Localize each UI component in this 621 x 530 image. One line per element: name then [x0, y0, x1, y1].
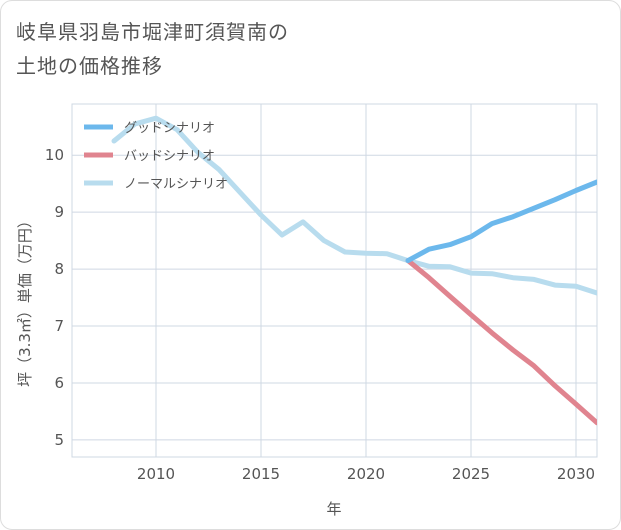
y-tick-labels: 5 6 7 8 9 10	[45, 146, 64, 449]
legend-label-3: ノーマルシナリオ	[124, 177, 228, 192]
chart-title-line1: 岐阜県羽島市堀津町須賀南の	[16, 20, 289, 44]
x-tick-label: 2030	[557, 465, 595, 483]
chart-title-line2: 土地の価格推移	[16, 54, 163, 78]
x-tick-label: 2015	[242, 465, 280, 483]
x-tick-label: 2020	[347, 465, 385, 483]
chart-title: 岐阜県羽島市堀津町須賀南の 土地の価格推移	[16, 15, 416, 83]
x-tick-label: 2010	[137, 465, 175, 483]
x-axis-label: 年	[326, 500, 341, 518]
series-line-2	[405, 258, 597, 426]
series-line-1	[405, 179, 597, 264]
x-tick-label: 2025	[452, 465, 490, 483]
x-tick-labels: 2010 2015 2020 2025 2030	[137, 465, 595, 483]
y-axis-label: 坪（3.3㎡）単価（万円）	[16, 213, 34, 387]
series-lines	[111, 115, 597, 426]
legend-label-1: グッドシナリオ	[124, 121, 215, 136]
legend-label-2: バッドシナリオ	[124, 149, 215, 164]
grid-lines	[71, 103, 598, 458]
plot-border	[71, 103, 598, 458]
y-tick-label: 7	[54, 317, 64, 335]
y-tick-label: 5	[54, 431, 64, 449]
y-tick-label: 6	[54, 374, 64, 392]
y-tick-label: 10	[45, 146, 64, 164]
series-line-3	[111, 115, 597, 296]
y-tick-label: 8	[54, 260, 64, 278]
y-tick-label: 9	[54, 203, 64, 221]
